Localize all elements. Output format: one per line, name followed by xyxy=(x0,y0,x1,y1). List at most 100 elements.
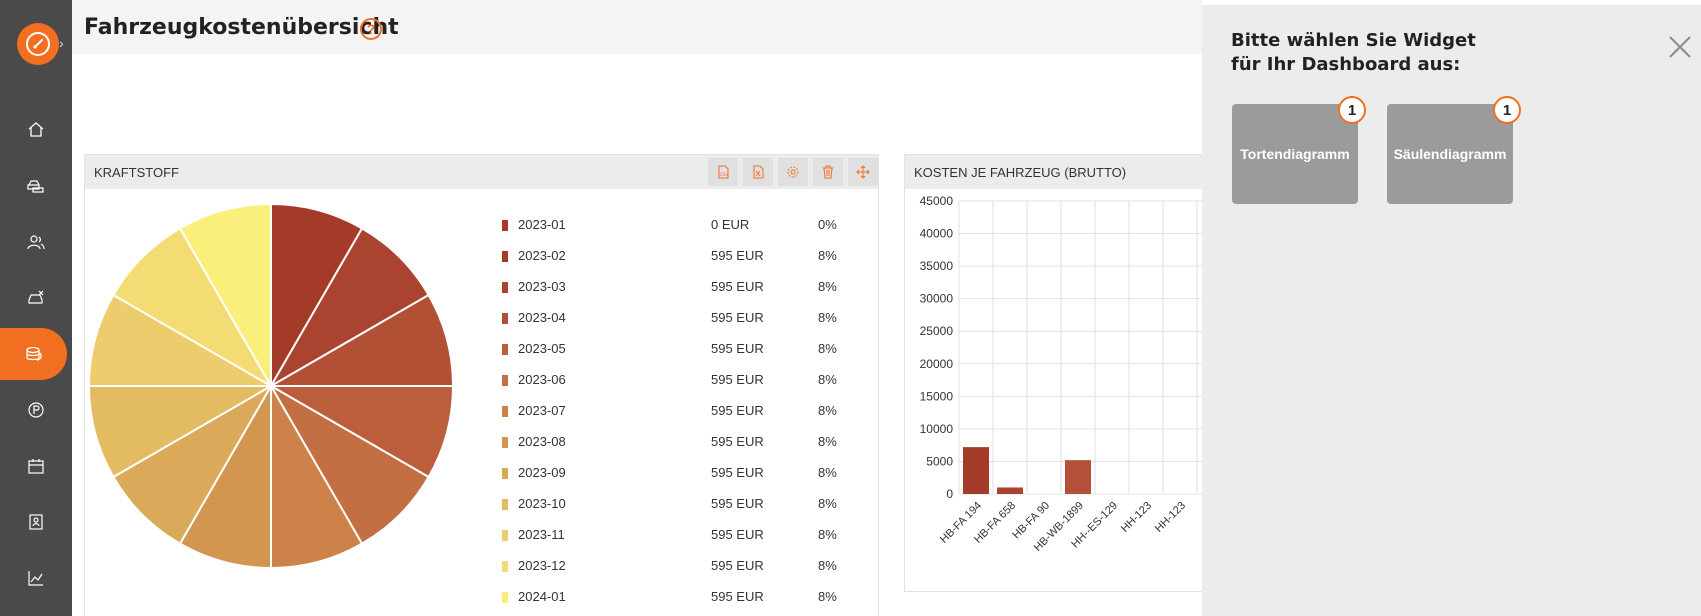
pie-slice-2023-07[interactable] xyxy=(270,382,364,570)
legend-row[interactable]: 2023-12 595 EUR 8% xyxy=(502,558,862,589)
legend-percent: 8% xyxy=(818,310,837,325)
legend-row[interactable]: 2023-10 595 EUR 8% xyxy=(502,496,862,527)
settings-button[interactable] xyxy=(778,158,808,186)
bar-HB-WB-1899[interactable] xyxy=(1065,460,1091,494)
move-button[interactable] xyxy=(848,158,878,186)
bar-chart: 0 5000 10000 15000 20000 25000 30000 35000 40000… xyxy=(920,194,1203,554)
legend-swatch xyxy=(502,313,508,324)
contacts-icon xyxy=(29,514,43,530)
legend-value: 595 EUR xyxy=(711,372,764,387)
move-icon xyxy=(856,165,870,179)
sidebar-expand-icon[interactable]: › xyxy=(59,35,64,51)
sidebar-item-contacts[interactable] xyxy=(0,496,72,548)
pie-slice-2023-11[interactable] xyxy=(87,293,275,387)
pie-slice-2023-12[interactable] xyxy=(112,227,274,389)
pie-slice-2023-03[interactable] xyxy=(268,227,430,389)
svg-text:CSV: CSV xyxy=(720,172,728,177)
y-tick-label: 10000 xyxy=(920,422,954,436)
sidebar-item-home[interactable] xyxy=(0,104,72,156)
sidebar-item-calendar[interactable] xyxy=(0,440,72,492)
settings-icon xyxy=(787,166,799,178)
coins-icon xyxy=(25,346,42,361)
legend-row[interactable]: 2023-08 595 EUR 8% xyxy=(502,434,862,465)
pie-slice-2023-04[interactable] xyxy=(267,293,455,387)
sidebar-item-reports[interactable] xyxy=(0,552,72,604)
legend-percent: 8% xyxy=(818,248,837,263)
bar-HB-FA 658[interactable] xyxy=(997,487,1023,494)
legend-value: 595 EUR xyxy=(711,434,764,449)
y-tick-label: 0 xyxy=(946,487,953,501)
sidebar-item-parking[interactable] xyxy=(0,384,72,436)
excel-export-button[interactable] xyxy=(743,158,773,186)
legend-swatch xyxy=(502,406,508,417)
sidebar-item-damages[interactable] xyxy=(0,272,72,324)
legend-value: 595 EUR xyxy=(711,558,764,573)
delete-button[interactable] xyxy=(813,158,843,186)
speedometer-icon xyxy=(26,32,50,56)
legend-percent: 8% xyxy=(818,527,837,542)
legend-swatch xyxy=(502,251,508,262)
sidebar-item-drivers[interactable] xyxy=(0,216,72,268)
legend-row[interactable]: 2023-07 595 EUR 8% xyxy=(502,403,862,434)
legend-percent: 8% xyxy=(818,279,837,294)
y-tick-label: 40000 xyxy=(920,227,954,241)
legend-row[interactable]: 2023-02 595 EUR 8% xyxy=(502,248,862,279)
legend-percent: 8% xyxy=(818,434,837,449)
legend-value: 595 EUR xyxy=(711,310,764,325)
option-label: Tortendiagramm xyxy=(1240,146,1350,162)
legend-swatch xyxy=(502,375,508,386)
legend-row[interactable]: 2023-09 595 EUR 8% xyxy=(502,465,862,496)
legend-row[interactable]: 2023-05 595 EUR 8% xyxy=(502,341,862,372)
legend-percent: 8% xyxy=(818,465,837,480)
widget-header[interactable]: KOSTEN JE FAHRZEUG (BRUTTO) xyxy=(905,155,1223,189)
pie-chart xyxy=(87,202,455,570)
sidebar-item-vehicles[interactable] xyxy=(0,160,72,212)
pie-slice-2023-10[interactable] xyxy=(87,385,275,479)
page-title: Fahrzeugkostenübersicht xyxy=(84,15,399,40)
legend-row[interactable]: 2023-11 595 EUR 8% xyxy=(502,527,862,558)
legend-label: 2024-01 xyxy=(518,589,566,604)
pie-slice-2023-09[interactable] xyxy=(112,383,274,545)
legend-swatch xyxy=(502,468,508,479)
widget-header[interactable]: KRAFTSTOFF CSV xyxy=(85,155,878,189)
legend-row[interactable]: 2024-01 595 EUR 8% xyxy=(502,589,862,616)
chart-line-icon xyxy=(28,571,43,586)
widget-title: KOSTEN JE FAHRZEUG (BRUTTO) xyxy=(914,165,1127,180)
y-tick-label: 45000 xyxy=(920,194,954,208)
legend-label: 2023-11 xyxy=(518,527,565,542)
legend-swatch xyxy=(502,220,508,231)
legend-swatch xyxy=(502,499,508,510)
pie-chart-option[interactable]: Tortendiagramm 1 xyxy=(1232,96,1366,204)
legend-label: 2023-04 xyxy=(518,310,566,325)
legend-row[interactable]: 2023-06 595 EUR 8% xyxy=(502,372,862,403)
y-tick-label: 30000 xyxy=(920,292,954,306)
y-tick-label: 20000 xyxy=(920,357,954,371)
sidebar-item-costs[interactable] xyxy=(0,328,67,380)
pie-slice-2023-06[interactable] xyxy=(268,383,430,545)
legend-row[interactable]: 2023-04 595 EUR 8% xyxy=(502,310,862,341)
option-label: Säulendiagramm xyxy=(1393,146,1507,162)
legend-value: 595 EUR xyxy=(711,248,764,263)
help-icon[interactable]: ? xyxy=(360,18,382,40)
pie-slice-2023-02[interactable] xyxy=(270,202,364,390)
y-tick-label: 35000 xyxy=(920,259,954,273)
bar-chart-option[interactable]: Säulendiagramm 1 xyxy=(1387,96,1521,204)
legend-value: 595 EUR xyxy=(711,403,764,418)
legend-label: 2023-02 xyxy=(518,248,566,263)
close-icon[interactable] xyxy=(1666,33,1694,61)
pie-slice-2023-05[interactable] xyxy=(267,385,455,479)
legend-row[interactable]: 2023-01 0 EUR 0% xyxy=(502,217,862,248)
logo[interactable] xyxy=(17,23,59,65)
y-tick-label: 5000 xyxy=(926,454,953,468)
bar-HB-FA 194[interactable] xyxy=(963,447,989,494)
y-tick-label: 15000 xyxy=(920,389,954,403)
legend-row[interactable]: 2023-03 595 EUR 8% xyxy=(502,279,862,310)
pie-slice-2024-01[interactable] xyxy=(178,202,272,390)
count-badge: 1 xyxy=(1338,96,1366,124)
pie-slice-2023-08[interactable] xyxy=(178,382,272,570)
count-badge: 1 xyxy=(1493,96,1521,124)
legend-label: 2023-01 xyxy=(518,217,566,232)
legend-value: 595 EUR xyxy=(711,465,764,480)
csv-export-button[interactable]: CSV xyxy=(708,158,738,186)
legend-percent: 0% xyxy=(818,217,837,232)
